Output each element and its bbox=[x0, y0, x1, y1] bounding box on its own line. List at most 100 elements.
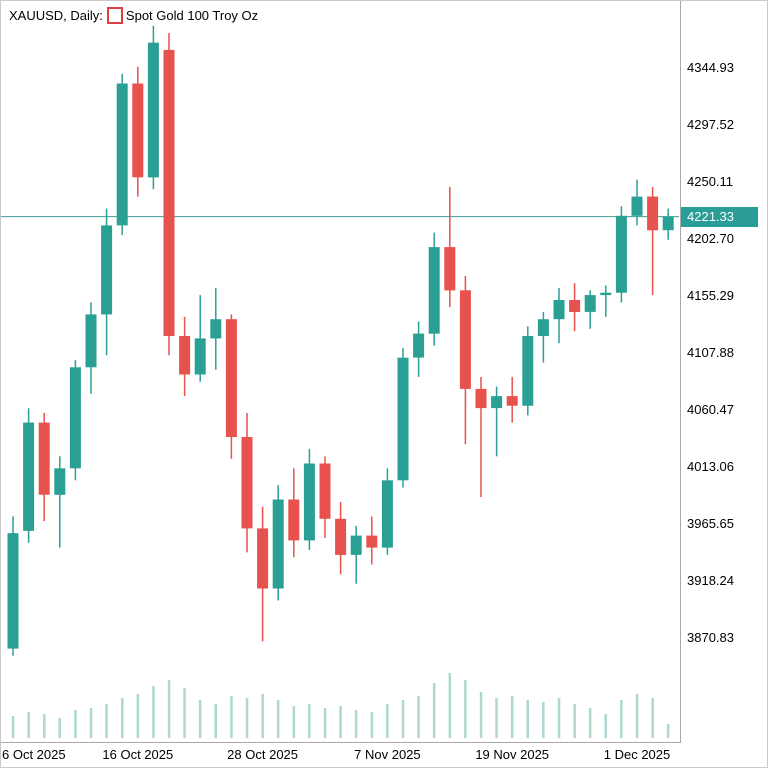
chart-title-symbol: XAUUSD, Daily: bbox=[9, 8, 103, 23]
candle-body[interactable] bbox=[225, 319, 237, 437]
candle-body[interactable] bbox=[600, 292, 612, 296]
price-axis-label: 4297.52 bbox=[687, 117, 734, 132]
candle-body[interactable] bbox=[147, 42, 159, 178]
volume-bar bbox=[27, 712, 30, 738]
volume-bar bbox=[152, 686, 155, 738]
time-axis-label: 19 Nov 2025 bbox=[475, 747, 550, 762]
volume-bar bbox=[276, 700, 280, 738]
volume-bar bbox=[183, 688, 186, 738]
volume-bar bbox=[105, 704, 108, 738]
candle-body[interactable] bbox=[272, 499, 284, 589]
volume-bar bbox=[588, 708, 592, 738]
volume-bar bbox=[323, 708, 327, 738]
candle-body[interactable] bbox=[522, 336, 534, 406]
current-price-value: 4221.33 bbox=[687, 209, 734, 224]
volume-bar bbox=[666, 724, 670, 738]
volume-bar bbox=[651, 698, 654, 738]
candle-body[interactable] bbox=[194, 338, 206, 375]
volume-bar bbox=[542, 702, 545, 738]
candle-body[interactable] bbox=[303, 463, 315, 541]
candle-body[interactable] bbox=[506, 396, 518, 406]
candle-body[interactable] bbox=[69, 367, 81, 469]
time-axis-label: 28 Oct 2025 bbox=[227, 747, 299, 762]
candle-body[interactable] bbox=[584, 295, 596, 312]
candle-body[interactable] bbox=[288, 499, 300, 541]
candle-body[interactable] bbox=[413, 333, 425, 358]
time-axis-label: 1 Dec 2025 bbox=[603, 747, 671, 762]
price-axis-label: 3965.65 bbox=[687, 516, 734, 531]
candle-body[interactable] bbox=[38, 422, 50, 495]
volume-bar bbox=[386, 704, 389, 738]
volume-bar bbox=[292, 706, 296, 738]
candle-body[interactable] bbox=[366, 535, 378, 548]
candle-body[interactable] bbox=[319, 463, 331, 519]
volume-bar bbox=[214, 704, 217, 738]
candle-body[interactable] bbox=[569, 300, 581, 312]
candle-body[interactable] bbox=[553, 300, 565, 320]
candle-body[interactable] bbox=[475, 388, 487, 409]
volume-bar bbox=[89, 708, 93, 738]
candle-body[interactable] bbox=[491, 396, 503, 409]
chart-title-description: Spot Gold 100 Troy Oz bbox=[125, 8, 259, 23]
candlestick-chart[interactable] bbox=[1, 1, 681, 743]
candle-body[interactable] bbox=[631, 196, 643, 216]
candle-body[interactable] bbox=[85, 314, 97, 368]
volume-bar bbox=[121, 698, 124, 738]
price-axis-label: 4013.06 bbox=[687, 459, 734, 474]
volume-bar bbox=[401, 700, 405, 738]
candle-body[interactable] bbox=[54, 468, 66, 495]
candle-body[interactable] bbox=[101, 225, 113, 315]
candle-body[interactable] bbox=[459, 290, 471, 389]
candle-body[interactable] bbox=[163, 49, 175, 337]
price-axis-label: 4060.47 bbox=[687, 402, 734, 417]
candle-body[interactable] bbox=[350, 535, 362, 555]
candle-body[interactable] bbox=[210, 319, 222, 339]
volume-bar bbox=[495, 698, 498, 738]
candle-body[interactable] bbox=[179, 336, 191, 375]
volume-bar bbox=[43, 714, 46, 738]
candle-body[interactable] bbox=[615, 215, 627, 293]
candle-body[interactable] bbox=[7, 533, 19, 649]
volume-bar bbox=[354, 710, 358, 738]
chart-title: XAUUSD, Daily: Spot Gold 100 Troy Oz bbox=[9, 7, 258, 24]
price-axis-label: 4250.11 bbox=[687, 174, 734, 189]
candle-body[interactable] bbox=[335, 518, 347, 555]
volume-bar bbox=[557, 698, 561, 738]
time-axis-label: 16 Oct 2025 bbox=[102, 747, 174, 762]
volume-bar bbox=[479, 692, 483, 738]
current-price-tag: 4221.33 bbox=[681, 207, 758, 227]
candle-body[interactable] bbox=[132, 83, 144, 178]
volume-bar bbox=[308, 704, 311, 738]
volume-bar bbox=[573, 704, 576, 738]
volume-bar bbox=[448, 673, 452, 738]
candle-body[interactable] bbox=[428, 247, 440, 334]
candle-body[interactable] bbox=[397, 357, 409, 481]
red-marker-box bbox=[106, 7, 123, 24]
volume-bar bbox=[58, 718, 61, 738]
volume-bar bbox=[620, 700, 623, 738]
price-axis-label: 4155.29 bbox=[687, 288, 734, 303]
volume-bar bbox=[245, 698, 249, 738]
volume-bar bbox=[370, 712, 374, 738]
price-axis-label: 4202.70 bbox=[687, 231, 734, 246]
volume-bar bbox=[432, 683, 436, 738]
volume-bar bbox=[339, 706, 342, 738]
volume-bar bbox=[464, 680, 467, 738]
price-axis-label: 3918.24 bbox=[687, 573, 734, 588]
price-axis-label: 4107.88 bbox=[687, 345, 734, 360]
candle-body[interactable] bbox=[241, 437, 253, 529]
candle-body[interactable] bbox=[381, 480, 393, 548]
price-axis-label: 4344.93 bbox=[687, 60, 734, 75]
candle-body[interactable] bbox=[116, 83, 128, 226]
volume-bar bbox=[261, 694, 264, 738]
candle-body[interactable] bbox=[23, 422, 35, 531]
candle-body[interactable] bbox=[537, 319, 549, 336]
volume-bar bbox=[167, 680, 171, 738]
candle-body[interactable] bbox=[662, 216, 674, 231]
volume-bar bbox=[635, 694, 639, 738]
candle-body[interactable] bbox=[444, 247, 456, 291]
volume-bar bbox=[136, 694, 140, 738]
candle-body[interactable] bbox=[647, 196, 659, 231]
candle-body[interactable] bbox=[257, 528, 269, 589]
